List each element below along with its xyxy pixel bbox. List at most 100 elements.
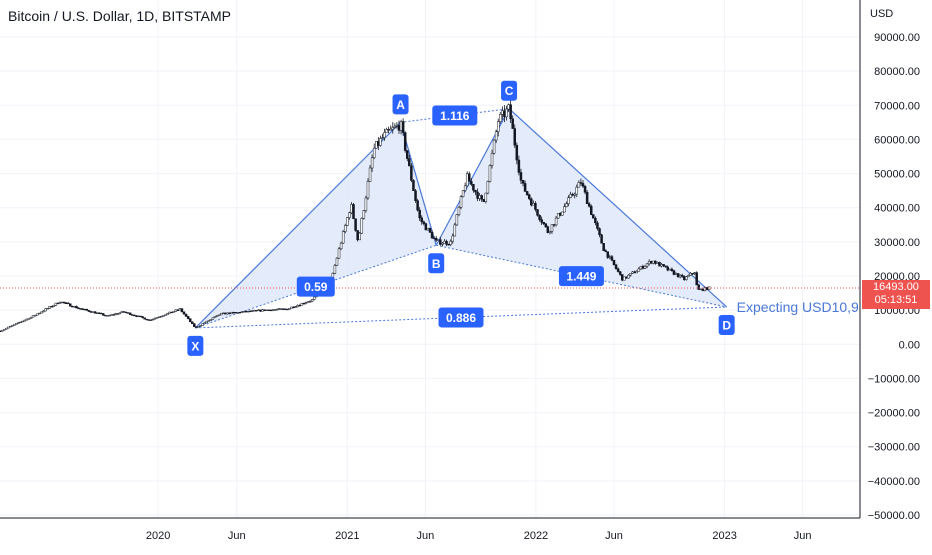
candle-body bbox=[360, 217, 364, 234]
candle-body bbox=[182, 311, 186, 315]
candle-body bbox=[554, 217, 558, 226]
candle-body bbox=[571, 194, 574, 196]
candle-body bbox=[56, 302, 60, 305]
candle-body bbox=[203, 322, 206, 325]
candle-body bbox=[343, 225, 347, 232]
candle-body bbox=[312, 296, 316, 300]
candle-body bbox=[447, 244, 450, 246]
candle-body bbox=[201, 323, 204, 326]
candle-body bbox=[337, 248, 341, 259]
candle-body bbox=[527, 194, 531, 200]
candle-body bbox=[683, 276, 686, 280]
candle-body bbox=[408, 158, 411, 167]
candle-body bbox=[472, 184, 475, 191]
candle-body bbox=[29, 316, 33, 319]
candle-body bbox=[33, 314, 37, 317]
candle-body bbox=[437, 239, 440, 241]
ratio-label-0-886: 0.886 bbox=[438, 307, 484, 328]
candle-body bbox=[416, 200, 419, 211]
candle-body bbox=[149, 319, 153, 321]
candle-body bbox=[11, 325, 14, 327]
candle-body bbox=[406, 150, 409, 159]
pattern-point-A-text: A bbox=[396, 98, 405, 112]
candle-body bbox=[48, 306, 51, 309]
current-price-badge: 16493.00 05:13:51 bbox=[862, 280, 930, 309]
candle-body bbox=[87, 310, 91, 312]
pattern-point-C: C bbox=[501, 80, 518, 101]
current-price-value: 16493.00 bbox=[873, 281, 919, 293]
candle-body bbox=[389, 128, 392, 131]
candle-body bbox=[126, 312, 130, 314]
candle-body bbox=[230, 312, 233, 314]
candle-body bbox=[705, 287, 709, 291]
price-axis-bg bbox=[860, 0, 932, 550]
candle-body bbox=[83, 308, 87, 311]
candle-body bbox=[79, 308, 82, 310]
candle-body bbox=[114, 313, 118, 315]
candle-body bbox=[401, 121, 405, 133]
pattern-point-B-bg bbox=[428, 253, 445, 274]
candle-body bbox=[596, 222, 599, 229]
candle-body bbox=[122, 311, 126, 313]
candle-body bbox=[116, 313, 120, 315]
candle-body bbox=[449, 240, 452, 245]
candle-body bbox=[71, 306, 74, 308]
y-tick-label: 0.00 bbox=[899, 339, 920, 351]
candle-body bbox=[616, 268, 620, 272]
candle-body bbox=[244, 311, 248, 313]
candle-body bbox=[660, 264, 663, 267]
y-tick-label: −30000.00 bbox=[868, 442, 920, 454]
candle-body bbox=[511, 118, 514, 129]
candle-body bbox=[137, 315, 140, 318]
candle-body bbox=[294, 306, 297, 308]
candle-body bbox=[50, 306, 53, 308]
candle-body bbox=[592, 214, 595, 219]
candle-body bbox=[478, 195, 481, 199]
candle-body bbox=[184, 313, 188, 317]
x-tick-label: Jun bbox=[228, 530, 246, 542]
candle-body bbox=[348, 212, 351, 218]
time-axis-ticks: 2020 Jun 2021 Jun 2022 Jun 2023 Jun bbox=[146, 530, 812, 542]
candle-body bbox=[397, 125, 401, 131]
pattern-triangle-xab bbox=[195, 122, 437, 328]
candle-body bbox=[410, 165, 413, 181]
candle-body bbox=[160, 316, 163, 318]
candle-body bbox=[668, 268, 672, 271]
candle-body bbox=[151, 318, 155, 321]
candle-body bbox=[515, 144, 519, 161]
candle-body bbox=[66, 302, 70, 305]
candle-body bbox=[106, 315, 109, 317]
candle-body bbox=[269, 309, 273, 312]
candle-body bbox=[143, 317, 146, 320]
candle-body bbox=[277, 308, 281, 310]
candle-body bbox=[443, 240, 446, 244]
candle-body bbox=[346, 217, 349, 226]
candle-body bbox=[141, 316, 144, 319]
candle-body bbox=[666, 266, 669, 271]
candle-body bbox=[639, 266, 643, 270]
x-tick-label: Jun bbox=[605, 530, 623, 542]
candle-body bbox=[356, 230, 359, 241]
candle-body bbox=[534, 203, 537, 210]
candle-body bbox=[652, 260, 655, 264]
candle-body bbox=[236, 312, 239, 314]
candle-body bbox=[13, 323, 16, 326]
candle-body bbox=[385, 129, 388, 133]
candle-body bbox=[569, 194, 572, 198]
candle-body bbox=[333, 265, 337, 274]
candle-body bbox=[108, 314, 111, 317]
expectation-annotation: Expecting USD10,925 bbox=[737, 299, 875, 315]
candle-body bbox=[273, 309, 277, 311]
candle-body bbox=[490, 152, 494, 166]
candle-body bbox=[362, 210, 366, 219]
candle-body bbox=[366, 181, 370, 199]
candle-body bbox=[414, 190, 417, 201]
candle-body bbox=[211, 317, 215, 320]
candle-body bbox=[610, 256, 614, 261]
candle-body bbox=[60, 301, 64, 304]
candle-body bbox=[689, 273, 692, 276]
candle-body bbox=[368, 167, 372, 182]
candle-body bbox=[139, 315, 142, 318]
